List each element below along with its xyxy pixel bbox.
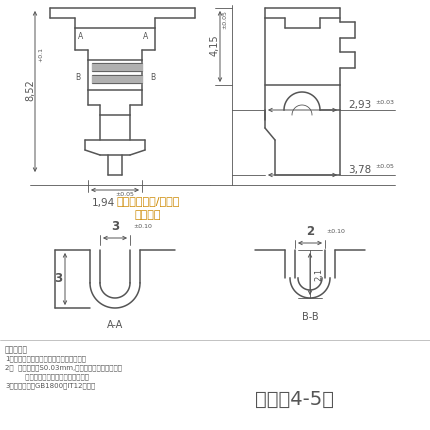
Text: 插拔力4-5牛: 插拔力4-5牛 xyxy=(255,390,334,409)
Text: 3,78: 3,78 xyxy=(348,165,371,175)
Text: A: A xyxy=(143,32,148,41)
Text: B: B xyxy=(75,74,80,83)
Text: 2: 2 xyxy=(306,225,314,238)
Text: ±0.05: ±0.05 xyxy=(222,10,227,29)
Text: 4,15: 4,15 xyxy=(210,34,220,56)
Text: B: B xyxy=(150,74,155,83)
Text: ±0.03: ±0.03 xyxy=(375,99,394,104)
Text: B-B: B-B xyxy=(302,312,318,322)
Text: A-A: A-A xyxy=(107,320,123,330)
Text: +0.1: +0.1 xyxy=(38,47,43,62)
Text: 专注：接插件/连接器: 专注：接插件/连接器 xyxy=(116,196,180,206)
Text: 1．外观电镀要求：表面光亮无斑纹，划痕: 1．外观电镀要求：表面光亮无斑纹，划痕 xyxy=(5,355,86,362)
Text: ±0.10: ±0.10 xyxy=(326,229,345,234)
Text: A: A xyxy=(78,32,83,41)
Text: 技术要求：: 技术要求： xyxy=(5,345,28,354)
Bar xyxy=(92,63,142,71)
Text: ±0.10: ±0.10 xyxy=(133,224,152,229)
Text: 3: 3 xyxy=(111,220,119,233)
Text: 2,93: 2,93 xyxy=(348,100,371,110)
Text: 3．未注公差按GB1800中IT12级精度: 3．未注公差按GB1800中IT12级精度 xyxy=(5,382,95,389)
Text: 压线倒角，加强筋，端子标识清晰: 压线倒角，加强筋，端子标识清晰 xyxy=(5,373,89,380)
Text: 3: 3 xyxy=(54,273,62,286)
Text: 1,94: 1,94 xyxy=(92,198,115,208)
Text: ±0.05: ±0.05 xyxy=(115,192,134,197)
Text: 2,1: 2,1 xyxy=(314,267,323,280)
Text: 2．  形态：毛刺S0.03mm,无变形，连续排列整齐，: 2． 形态：毛刺S0.03mm,无变形，连续排列整齐， xyxy=(5,364,122,371)
Text: ±0.05: ±0.05 xyxy=(375,165,394,169)
Text: 盗图必究: 盗图必究 xyxy=(135,210,161,220)
Text: 8,52: 8,52 xyxy=(25,79,35,101)
Bar xyxy=(92,75,142,83)
